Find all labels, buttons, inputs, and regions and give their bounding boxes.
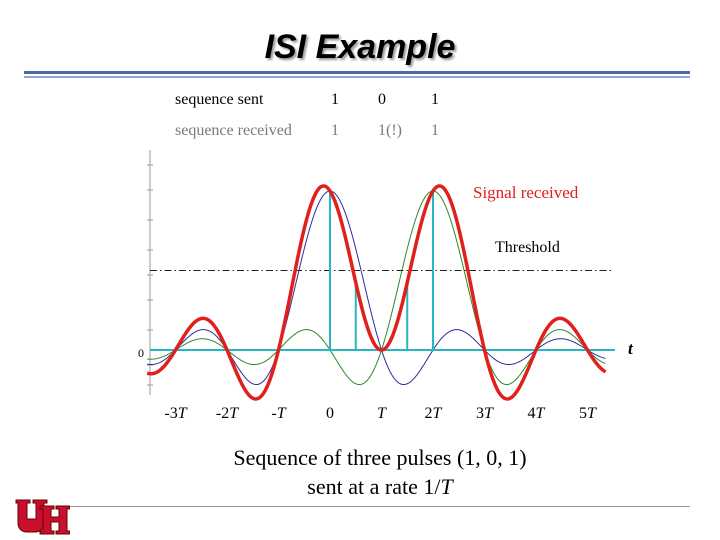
title-rule xyxy=(24,71,690,74)
x-tick-label: -2T xyxy=(216,405,239,422)
caption-line-1: Sequence of three pulses (1, 0, 1) xyxy=(233,445,527,470)
sequence-sent-bit: 0 xyxy=(378,91,386,108)
sequence-sent-bit: 1 xyxy=(431,91,439,108)
pulse-curve-1 xyxy=(147,190,606,386)
sequence-received-bit: 1 xyxy=(431,122,439,139)
caption-rate-variable: T xyxy=(440,474,453,499)
x-tick-label: T xyxy=(377,405,387,422)
signal-received-label: Signal received xyxy=(473,183,579,202)
time-variable-label: t xyxy=(628,339,634,358)
received-signal-curve xyxy=(146,184,607,401)
x-tick-label: 2T xyxy=(425,405,443,422)
signal-label-backdrop xyxy=(470,180,604,202)
x-tick-label: -T xyxy=(271,405,286,422)
x-tick-label: 4T xyxy=(528,405,546,422)
x-tick-label: 5T xyxy=(579,405,597,422)
x-tick-label: 0 xyxy=(326,405,334,422)
threshold-label-backdrop xyxy=(493,236,581,256)
footer-rule xyxy=(70,506,690,507)
sequence-received-bit: 1 xyxy=(331,122,339,139)
threshold-label: Threshold xyxy=(495,239,560,256)
caption-rate-text: sent at a rate 1/ xyxy=(307,474,441,499)
caption-line-2: sent at a rate 1/T xyxy=(150,472,610,501)
uh-logo xyxy=(15,499,70,535)
sequence-received-label: sequence received xyxy=(175,122,292,139)
sequence-sent-bit: 1 xyxy=(331,91,339,108)
x-tick-label: -3T xyxy=(164,405,187,422)
sequence-received-bit: 1(!) xyxy=(378,122,402,139)
title-rule-secondary xyxy=(24,76,690,78)
sequence-sent-label: sequence sent xyxy=(175,91,264,108)
slide-title: ISI Example xyxy=(264,28,456,66)
x-tick-label: 3T xyxy=(476,405,494,422)
y-origin-label: 0 xyxy=(138,346,144,360)
pulse-curve-2 xyxy=(147,190,606,386)
